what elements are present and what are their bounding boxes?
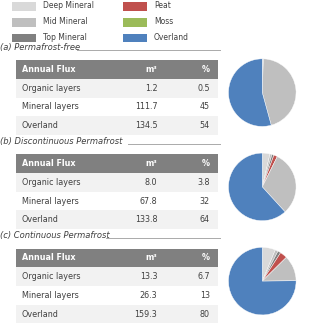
FancyBboxPatch shape [16, 286, 218, 305]
FancyBboxPatch shape [16, 211, 218, 229]
Text: 133.8: 133.8 [135, 215, 157, 224]
Text: %: % [202, 254, 210, 263]
Wedge shape [228, 247, 296, 315]
Text: Annual Flux: Annual Flux [22, 65, 76, 74]
Text: (a) Permafrost-free: (a) Permafrost-free [0, 43, 80, 52]
FancyBboxPatch shape [16, 79, 218, 98]
Text: m³: m³ [146, 159, 157, 168]
Text: Moss: Moss [154, 17, 173, 26]
FancyBboxPatch shape [16, 192, 218, 211]
FancyBboxPatch shape [123, 18, 147, 27]
FancyBboxPatch shape [12, 18, 36, 27]
Text: Peat: Peat [154, 1, 171, 10]
Wedge shape [228, 153, 285, 221]
Text: 134.5: 134.5 [135, 121, 157, 130]
Wedge shape [262, 253, 286, 281]
Wedge shape [262, 155, 277, 187]
Wedge shape [262, 247, 275, 281]
Text: 13: 13 [200, 291, 210, 300]
FancyBboxPatch shape [123, 34, 147, 44]
Text: Organic layers: Organic layers [22, 84, 80, 93]
Text: Organic layers: Organic layers [22, 272, 80, 281]
Text: Mid Mineral: Mid Mineral [43, 17, 88, 26]
Text: m³: m³ [146, 65, 157, 74]
Text: m³: m³ [146, 254, 157, 263]
Text: 1.2: 1.2 [145, 84, 157, 93]
Text: Overland: Overland [22, 121, 59, 130]
Text: Annual Flux: Annual Flux [22, 254, 76, 263]
Text: Mineral layers: Mineral layers [22, 197, 79, 206]
Wedge shape [262, 153, 270, 187]
Wedge shape [262, 257, 296, 281]
Wedge shape [262, 250, 278, 281]
Text: (c) Continuous Permafrost: (c) Continuous Permafrost [0, 231, 110, 240]
FancyBboxPatch shape [12, 2, 36, 11]
Text: 3.8: 3.8 [198, 178, 210, 187]
FancyBboxPatch shape [12, 34, 36, 44]
Text: Organic layers: Organic layers [22, 178, 80, 187]
Text: 45: 45 [200, 102, 210, 111]
Text: Mineral layers: Mineral layers [22, 102, 79, 111]
Text: 64: 64 [200, 215, 210, 224]
Text: 32: 32 [200, 197, 210, 206]
Wedge shape [262, 154, 272, 187]
Text: 26.3: 26.3 [140, 291, 157, 300]
FancyBboxPatch shape [16, 267, 218, 286]
Text: %: % [202, 65, 210, 74]
Text: (b) Discontinuous Permafrost: (b) Discontinuous Permafrost [0, 137, 122, 146]
Text: 13.3: 13.3 [140, 272, 157, 281]
Wedge shape [262, 251, 281, 281]
Text: 80: 80 [200, 309, 210, 318]
Wedge shape [262, 59, 296, 125]
Text: 54: 54 [200, 121, 210, 130]
FancyBboxPatch shape [16, 116, 218, 135]
Text: Overland: Overland [22, 215, 59, 224]
Text: 8.0: 8.0 [145, 178, 157, 187]
Wedge shape [262, 154, 274, 187]
FancyBboxPatch shape [123, 2, 147, 11]
Text: Overland: Overland [154, 33, 189, 42]
Text: Annual Flux: Annual Flux [22, 159, 76, 168]
Text: Overland: Overland [22, 309, 59, 318]
Text: Mineral layers: Mineral layers [22, 291, 79, 300]
Text: Top Mineral: Top Mineral [43, 33, 87, 42]
FancyBboxPatch shape [16, 305, 218, 323]
Wedge shape [228, 59, 271, 126]
Text: 159.3: 159.3 [135, 309, 157, 318]
Text: Deep Mineral: Deep Mineral [43, 1, 94, 10]
FancyBboxPatch shape [16, 173, 218, 192]
FancyBboxPatch shape [16, 60, 218, 79]
FancyBboxPatch shape [16, 154, 218, 173]
FancyBboxPatch shape [16, 249, 218, 267]
Wedge shape [262, 157, 296, 212]
Text: %: % [202, 159, 210, 168]
Text: 111.7: 111.7 [135, 102, 157, 111]
Text: 67.8: 67.8 [140, 197, 157, 206]
FancyBboxPatch shape [16, 98, 218, 116]
Wedge shape [262, 59, 263, 93]
Text: 0.5: 0.5 [197, 84, 210, 93]
Text: 6.7: 6.7 [197, 272, 210, 281]
